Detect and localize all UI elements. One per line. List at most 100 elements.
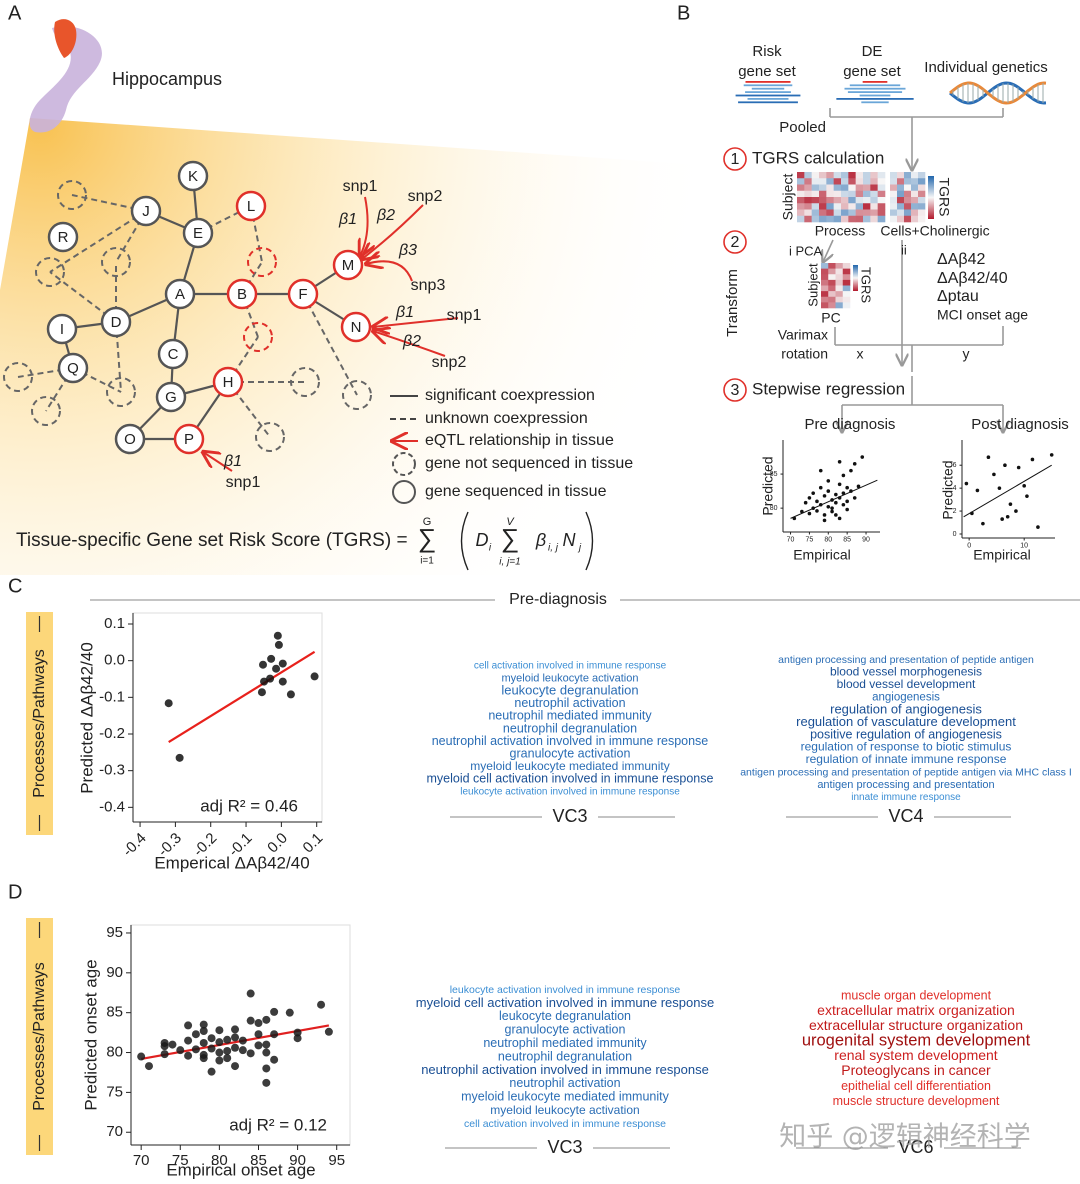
heatmap-cell <box>804 172 812 179</box>
y-tick-label: 6 <box>953 462 957 469</box>
heatmap-cell <box>804 215 812 223</box>
heatmap-cell <box>870 203 878 210</box>
x-tick-label: 95 <box>328 1152 345 1169</box>
data-point <box>199 1020 208 1029</box>
flow-label: Varimax <box>778 327 828 343</box>
heatmap-cell <box>811 215 820 223</box>
cloud-term: regulation of response to biotic stimulu… <box>801 740 1012 754</box>
heatmap-cell <box>797 172 805 179</box>
heatmap-cell <box>918 184 926 192</box>
unsequenced-gene <box>255 422 285 452</box>
heatmap-cell <box>835 279 844 286</box>
cloud-term: extracellular structure organization <box>809 1017 1023 1033</box>
heatmap-cell <box>835 296 844 303</box>
snp-label: snp2 <box>408 188 443 205</box>
data-point <box>964 481 969 486</box>
data-point <box>215 1038 224 1047</box>
heatmap-cell <box>826 178 834 185</box>
data-point <box>176 1046 185 1055</box>
heatmap-cell <box>911 197 919 204</box>
heatmap-cell <box>855 215 864 223</box>
gene-label: N <box>351 319 362 336</box>
data-point <box>1008 502 1013 506</box>
heatmap-cell <box>835 291 844 298</box>
data-point <box>852 462 857 466</box>
gene-node <box>177 160 209 192</box>
data-point <box>852 496 857 500</box>
cloud-term: extracellular matrix organization <box>817 1002 1015 1018</box>
word-cloud-glyph <box>859 94 891 97</box>
heatmap-legend: TGRS <box>859 267 874 303</box>
cloud-term: cell activation involved in immune respo… <box>474 661 667 672</box>
heatmap-cell <box>918 190 926 198</box>
data-point <box>826 504 831 509</box>
formula-part: i, j=1 <box>499 557 520 568</box>
data-point <box>803 500 808 505</box>
y-tick-label: 90 <box>106 964 123 981</box>
heatmap-cell <box>848 178 856 185</box>
unsequenced-gene <box>3 362 33 392</box>
data-point <box>257 688 266 697</box>
heatmap-cell <box>835 274 844 281</box>
x-tick-label: 70 <box>787 537 795 544</box>
heatmap-cell <box>877 178 886 185</box>
word-cloud-glyph <box>735 94 801 97</box>
heatmap-cell <box>841 203 849 210</box>
unknown-coexpression <box>45 367 74 412</box>
unknown-coexpression <box>302 293 358 396</box>
y-tick-label: 75 <box>106 1083 123 1100</box>
data-point <box>317 1000 326 1009</box>
cloud-term: neutrophil activation involved in immune… <box>432 734 709 748</box>
data-point <box>841 491 846 495</box>
gene-label: O <box>124 431 136 448</box>
heatmap-cell <box>811 197 820 204</box>
y-tick-label: 80 <box>770 505 778 512</box>
cloud-title: VC3 <box>547 1137 582 1157</box>
source-label: DE <box>862 43 883 60</box>
heatmap-cell <box>842 296 851 303</box>
heatmap-axis: Subject <box>780 174 796 221</box>
heatmap-cell <box>890 215 898 223</box>
cloud-term: muscle structure development <box>833 1094 1000 1108</box>
gene-node <box>212 366 244 398</box>
heatmap-cell <box>841 209 849 217</box>
eqtl-weight: β2 <box>402 333 421 350</box>
y-axis-title: Predicted onset age <box>81 959 100 1110</box>
heatmap-cell <box>804 178 812 185</box>
data-point <box>324 1027 333 1036</box>
data-point <box>278 677 287 686</box>
unknown-coexpression <box>49 210 147 273</box>
heatmap-cell <box>833 215 842 223</box>
hippocampus-shape <box>29 26 102 133</box>
heatmap-cell <box>828 285 836 292</box>
heatmap-cell <box>855 190 864 198</box>
y-tick-label: 85 <box>770 471 778 478</box>
word-cloud-glyph <box>861 101 889 104</box>
heatmap-cell <box>855 172 864 179</box>
heatmap-cell <box>821 291 829 298</box>
heatmap-cell <box>863 172 871 179</box>
data-point <box>191 1045 200 1054</box>
chart-title: Post diagnosis <box>971 416 1069 433</box>
y-tick-label: 70 <box>106 1123 123 1140</box>
heatmap-cell <box>918 197 926 204</box>
data-point <box>184 1036 193 1045</box>
cloud-term: granulocyte activation <box>510 746 631 760</box>
heatmap-cell <box>811 209 820 217</box>
source-label: Risk <box>752 43 782 60</box>
heatmap-cell <box>828 296 836 303</box>
y-tick-label: 95 <box>106 924 123 941</box>
data-point <box>845 507 849 512</box>
gene-node <box>226 278 258 310</box>
data-point <box>270 1030 279 1039</box>
unsequenced-gene <box>106 377 136 407</box>
cloud-term: muscle organ development <box>841 988 992 1002</box>
data-point <box>199 1038 208 1047</box>
heatmap-cell <box>870 184 878 192</box>
heatmap-cell <box>877 184 886 192</box>
heatmap-cell <box>797 215 805 223</box>
dna-strand <box>949 81 1047 105</box>
heatmap-cell <box>841 184 849 192</box>
side-label-box <box>26 918 53 1155</box>
heatmap-cell <box>863 209 871 217</box>
